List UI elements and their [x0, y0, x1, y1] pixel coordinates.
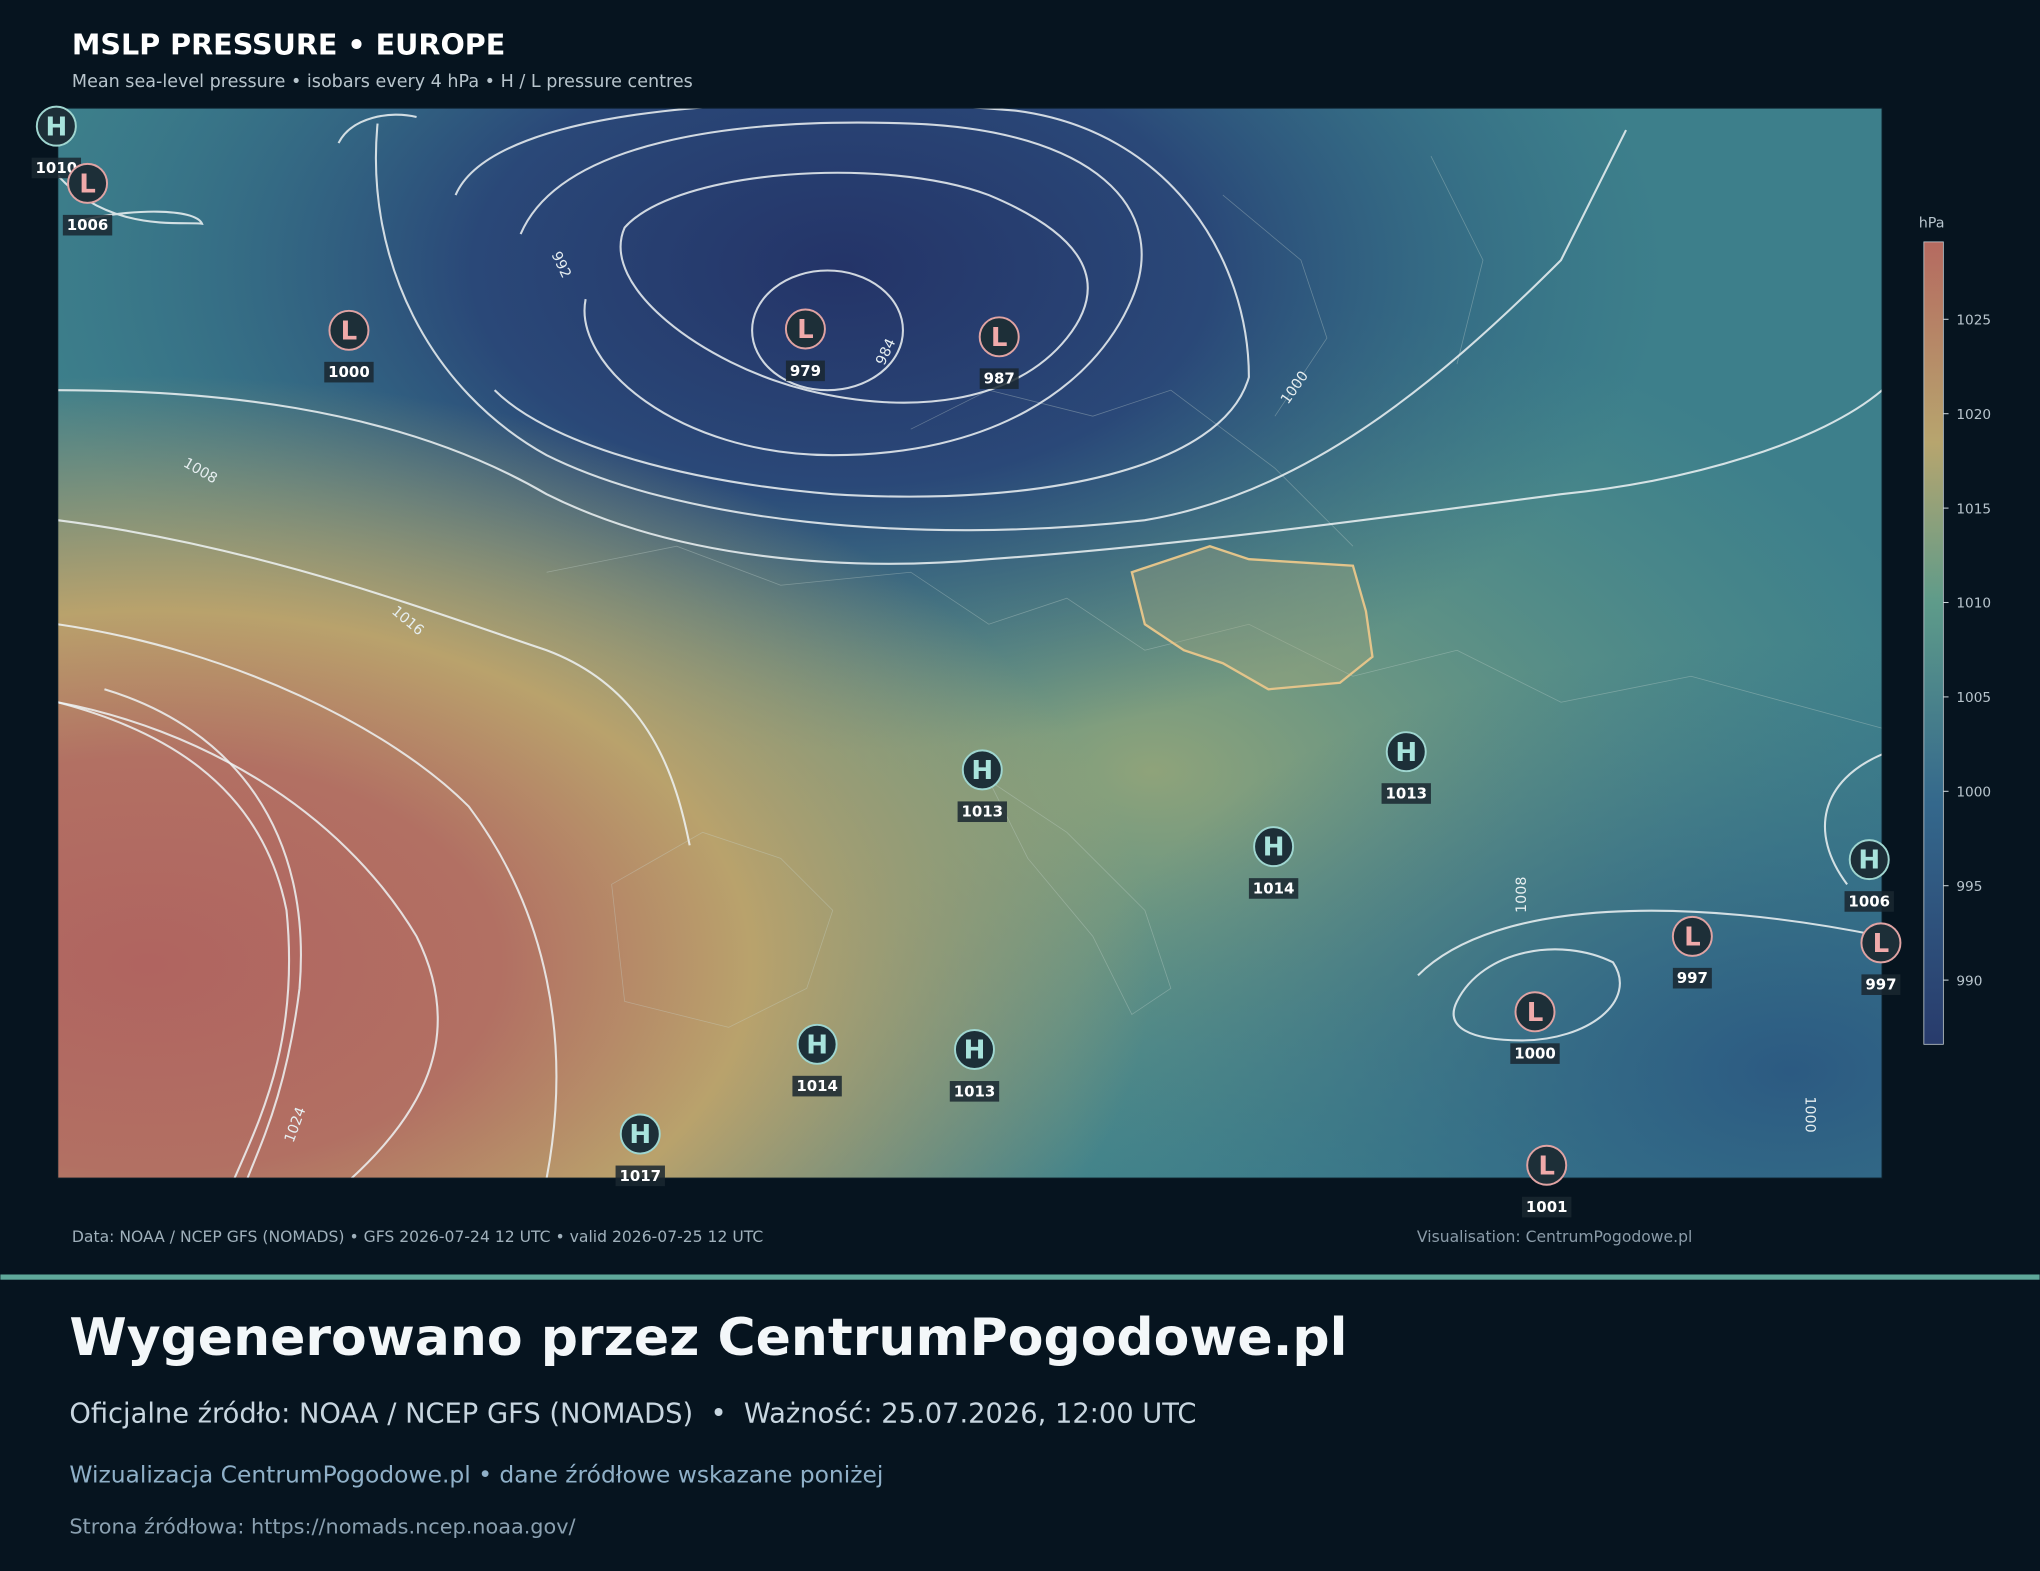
centre-value: 987 — [984, 370, 1015, 388]
colorbar-tick-label: 1025 — [1956, 313, 1991, 329]
centre-value-bg — [1672, 967, 1712, 989]
footer-source: Data: NOAA / NCEP GFS (NOMADS) • GFS 202… — [72, 1228, 763, 1246]
colorbar-tick-label: 990 — [1956, 973, 1982, 989]
centre-type: L — [79, 169, 96, 199]
centre-value: 979 — [790, 362, 821, 380]
centre-value-bg — [1861, 974, 1901, 995]
centre-value-bg — [785, 360, 825, 382]
centre-value: 997 — [1865, 976, 1896, 994]
title: MSLP PRESSURE • EUROPE — [72, 28, 505, 62]
centre-type: H — [806, 1030, 828, 1060]
centre-type: L — [1684, 922, 1701, 952]
centre-value: 1013 — [954, 1082, 996, 1100]
centre-value: 1006 — [67, 216, 109, 234]
centre-value: 1010 — [36, 159, 78, 177]
centre-value-bg — [979, 368, 1019, 389]
centre-type: L — [797, 315, 814, 345]
centre-marker — [953, 1029, 995, 1070]
colorbar-tick-label: 1005 — [1956, 690, 1991, 706]
centre-type: H — [1858, 846, 1880, 876]
centre-value-bg — [615, 1165, 665, 1187]
centre-marker — [1671, 915, 1713, 957]
centre-value-bg — [1248, 878, 1299, 899]
banner-visualisation: Wizualizacja CentrumPogodowe.pl • dane ź… — [69, 1461, 883, 1489]
centre-marker — [961, 749, 1003, 791]
map — [57, 107, 1883, 1179]
centre-marker — [784, 308, 826, 350]
centre-value: 1013 — [1385, 785, 1427, 803]
centre-value: 1000 — [1514, 1045, 1556, 1063]
centre-marker — [796, 1023, 838, 1065]
isobar-label: 1000 — [1802, 1096, 1818, 1132]
banner-source-line: Oficjalne źródło: NOAA / NCEP GFS (NOMAD… — [69, 1399, 1196, 1430]
centre-value-bg — [949, 1081, 1000, 1102]
centre-marker — [1848, 839, 1890, 881]
footer-credit: Visualisation: CentrumPogodowe.pl — [1417, 1228, 1692, 1246]
colorbar — [1923, 241, 1944, 1045]
centre-value-bg — [324, 361, 374, 383]
centre-type: L — [341, 316, 358, 346]
isobar-label: 1008 — [1514, 877, 1530, 913]
centre-type: H — [964, 1036, 986, 1066]
centre-value: 997 — [1677, 969, 1708, 987]
centre-type: H — [629, 1120, 651, 1150]
centre-marker — [978, 316, 1020, 358]
colorbar-label: hPa — [1919, 216, 1945, 232]
centre-value: 1013 — [961, 803, 1003, 821]
centre-value: 1001 — [1526, 1198, 1568, 1216]
centre-value-bg — [1522, 1196, 1572, 1218]
centre-marker — [1385, 731, 1427, 773]
centre-type: L — [1873, 929, 1890, 959]
centre-type: L — [1527, 998, 1544, 1028]
centre-value: 1017 — [619, 1167, 661, 1185]
centre-type: H — [1263, 833, 1285, 863]
centre-marker — [1526, 1144, 1568, 1186]
centre-value: 1000 — [328, 363, 370, 381]
centre-marker — [328, 309, 370, 351]
centre-marker — [67, 162, 109, 204]
centre-type: L — [991, 323, 1008, 353]
centre-marker — [35, 105, 77, 147]
centre-marker — [1514, 991, 1556, 1033]
centre-value-bg — [1510, 1043, 1560, 1064]
colorbar-tick-label: 995 — [1956, 879, 1982, 895]
centre-type: H — [971, 756, 993, 786]
centre-type: L — [1538, 1151, 1555, 1181]
subtitle: Mean sea-level pressure • isobars every … — [72, 72, 693, 92]
centre-value-bg — [1381, 783, 1431, 804]
colorbar-tick-label: 1000 — [1956, 785, 1991, 801]
divider — [0, 1274, 2040, 1280]
colorbar-tick-label: 1015 — [1956, 501, 1991, 517]
centre-type: H — [1395, 738, 1417, 768]
centre-value-bg — [31, 157, 82, 179]
banner-title: Wygenerowano przez CentrumPogodowe.pl — [69, 1308, 1347, 1368]
centre-value: 1006 — [1848, 892, 1890, 910]
centre-marker — [619, 1113, 661, 1155]
centre-value-bg — [62, 214, 113, 236]
centre-value: 1014 — [1253, 879, 1295, 897]
centre-value-bg — [1844, 891, 1894, 912]
centre-marker — [1860, 922, 1902, 964]
centre-value: 1014 — [796, 1077, 838, 1095]
colorbar-tick-label: 1010 — [1956, 596, 1991, 612]
centre-type: H — [45, 112, 67, 142]
banner-source-page: Strona źródłowa: https://nomads.ncep.noa… — [69, 1514, 575, 1538]
centre-marker — [1253, 826, 1295, 868]
centre-value-bg — [957, 801, 1007, 823]
colorbar-tick-label: 1020 — [1956, 407, 1991, 423]
centre-value-bg — [792, 1075, 842, 1097]
